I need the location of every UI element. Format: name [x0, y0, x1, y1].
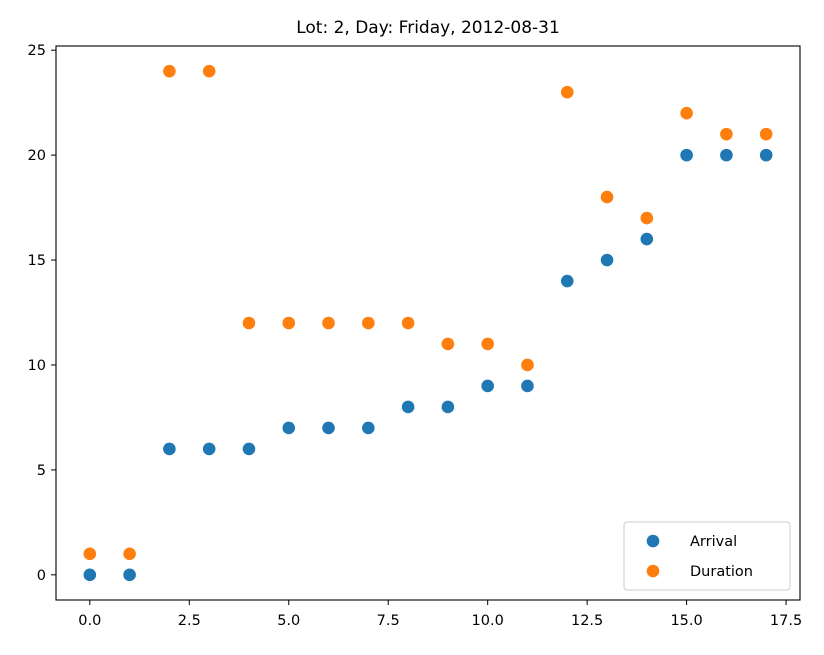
point-duration-2: [163, 64, 176, 78]
point-arrival-6: [322, 421, 335, 435]
x-tick-label: 10.0: [472, 613, 504, 629]
legend-box: [623, 521, 791, 591]
point-arrival-2: [163, 442, 176, 456]
point-arrival-4: [242, 442, 256, 456]
legend-label-arrival: Arrival: [690, 534, 737, 550]
point-duration-4: [242, 316, 256, 330]
point-duration-3: [202, 64, 216, 78]
x-axis: 0.0 2.5 5.0 7.5 10.0 12.5 15.0 17.5: [78, 600, 802, 629]
y-tick-label: 25: [28, 43, 46, 59]
point-arrival-5: [282, 421, 296, 435]
x-tick-label: 12.5: [571, 613, 603, 629]
series-arrival: [83, 148, 773, 582]
point-duration-7: [362, 316, 375, 330]
legend-marker-arrival: [646, 534, 660, 548]
point-duration-14: [640, 211, 654, 225]
point-arrival-8: [401, 400, 415, 414]
point-arrival-1: [123, 568, 136, 582]
point-duration-9: [441, 337, 455, 351]
point-arrival-11: [521, 379, 534, 393]
point-arrival-0: [83, 568, 97, 582]
point-duration-1: [123, 547, 136, 561]
point-arrival-17: [759, 148, 773, 162]
point-duration-10: [481, 337, 494, 351]
point-arrival-9: [441, 400, 455, 414]
point-duration-5: [282, 316, 296, 330]
y-tick-label: 0: [37, 568, 46, 584]
x-tick-label: 5.0: [277, 613, 300, 629]
point-arrival-16: [720, 148, 733, 162]
x-tick-label: 17.5: [770, 613, 802, 629]
series-duration: [83, 64, 773, 561]
point-duration-15: [680, 106, 693, 120]
legend: Arrival Duration: [623, 521, 791, 591]
y-tick-label: 10: [28, 358, 46, 374]
point-duration-11: [521, 358, 534, 372]
y-tick-label: 15: [28, 253, 46, 269]
plot-frame: [55, 45, 801, 601]
point-duration-6: [322, 316, 335, 330]
point-duration-0: [83, 547, 97, 561]
point-arrival-13: [600, 253, 614, 267]
point-arrival-15: [680, 148, 693, 162]
point-arrival-14: [640, 232, 654, 246]
point-duration-8: [401, 316, 415, 330]
point-arrival-10: [481, 379, 494, 393]
x-tick-label: 0.0: [78, 613, 101, 629]
point-duration-13: [600, 190, 614, 204]
point-arrival-3: [202, 442, 216, 456]
legend-label-duration: Duration: [690, 564, 753, 580]
point-duration-16: [720, 127, 733, 141]
legend-marker-duration: [646, 564, 660, 578]
chart-title: Lot: 2, Day: Friday, 2012-08-31: [296, 18, 560, 38]
x-tick-label: 2.5: [178, 613, 201, 629]
y-axis: 0 5 10 15 20 25: [28, 43, 56, 584]
y-tick-label: 5: [37, 463, 46, 479]
x-tick-label: 15.0: [670, 613, 702, 629]
point-arrival-7: [362, 421, 375, 435]
plot-area: [55, 45, 801, 601]
y-tick-label: 20: [28, 148, 46, 164]
point-arrival-12: [560, 274, 574, 288]
x-tick-label: 7.5: [377, 613, 400, 629]
point-duration-17: [759, 127, 773, 141]
point-duration-12: [560, 85, 574, 99]
